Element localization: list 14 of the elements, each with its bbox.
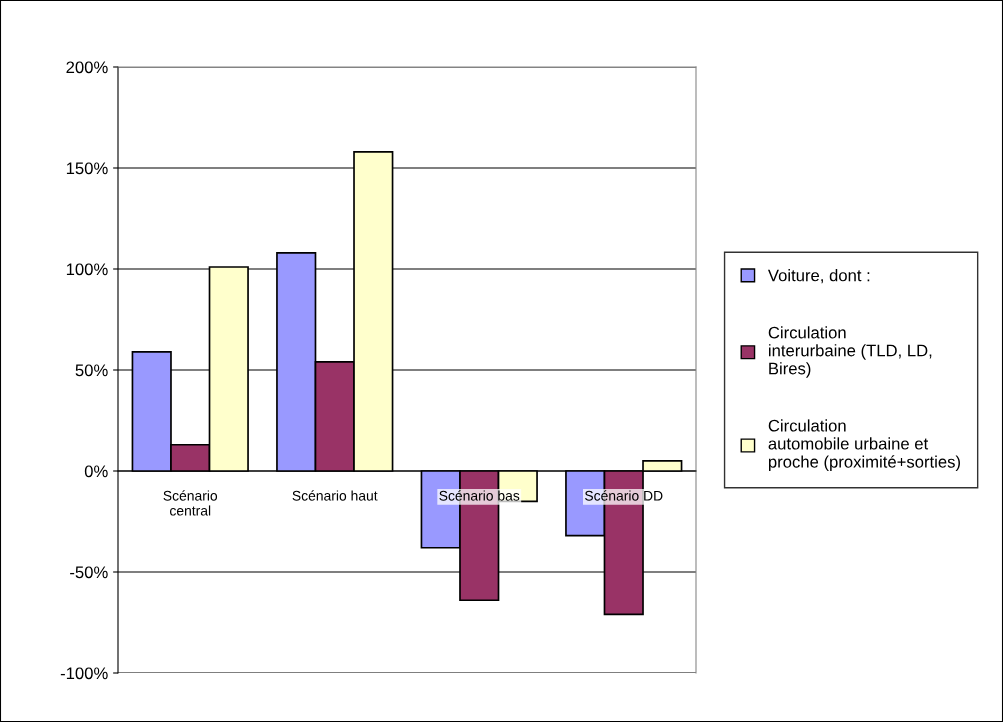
legend-label: Voiture, dont : [767,269,870,284]
legend-label: Circulation automobile urbaine et proche (proximité+sorties) [768,419,960,472]
x-tick-label: Scénario bas [439,490,520,501]
y-tick-label: 50% [75,364,108,377]
x-tick-label: Scénario DD [585,490,663,501]
x-tick-label: Scénario haut [292,490,378,501]
x-tick-label: Scénario central [163,490,218,516]
y-tick-label: 100% [66,263,108,276]
y-tick-label: 0% [84,465,108,478]
y-tick-label: -100% [60,667,108,680]
y-tick-label: -50% [70,566,108,579]
legend-label: Circulation interurbaine (TLD, LD, Bires) [768,326,932,378]
y-tick-label: 200% [66,61,108,74]
y-tick-label: 150% [66,162,108,175]
